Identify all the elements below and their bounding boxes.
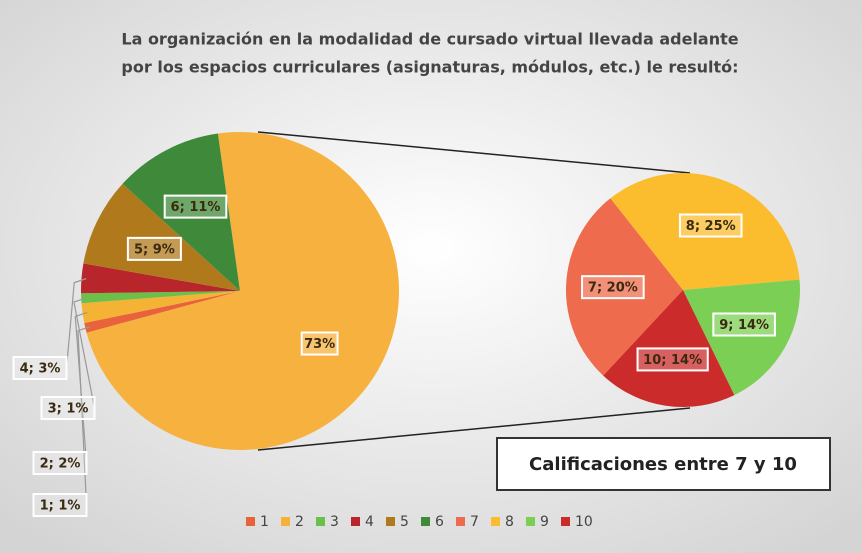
data-label: 2; 2% (40, 457, 81, 472)
data-label-box (300, 331, 339, 356)
leader-line (73, 297, 96, 409)
legend-label: 2 (295, 514, 304, 530)
legend-swatch (421, 517, 430, 526)
connector-line (257, 407, 691, 451)
chart-title: por los espacios curriculares (asignatur… (121, 58, 738, 77)
pie-slice (81, 291, 240, 304)
leader-line (65, 278, 87, 369)
data-label-box (32, 493, 88, 517)
data-label-box (678, 213, 743, 238)
data-label-box (32, 451, 88, 475)
data-label: 1; 1% (40, 499, 81, 514)
legend-swatch (561, 517, 570, 526)
pie-slice (610, 173, 800, 290)
legend-label: 10 (575, 514, 593, 530)
legend-swatch (351, 517, 360, 526)
data-label: 9; 14% (719, 318, 769, 333)
data-label-box (40, 396, 96, 420)
data-label-box (163, 194, 228, 219)
legend-swatch (526, 517, 535, 526)
legend-swatch (386, 517, 395, 526)
pie-slice (122, 133, 240, 291)
legend-label: 4 (365, 514, 374, 530)
pie-slice (84, 291, 241, 333)
chart-title: La organización en la modalidad de cursa… (121, 30, 738, 49)
data-label-box (636, 347, 709, 372)
connector-line (257, 131, 691, 174)
legend-swatch (456, 517, 465, 526)
legend-label: 3 (330, 514, 339, 530)
data-label: 3; 1% (48, 402, 89, 417)
pie-slice (566, 198, 683, 376)
annotation: Calificaciones entre 7 y 10 (529, 454, 797, 475)
data-label-box (712, 312, 776, 337)
annotation-box (496, 437, 831, 491)
pie-slice (81, 263, 240, 294)
legend-label: 7 (470, 514, 479, 530)
legend-swatch (491, 517, 500, 526)
data-label: 10; 14% (643, 353, 702, 368)
legend-label: 8 (505, 514, 514, 530)
data-label: 6; 11% (171, 200, 221, 215)
data-label-box (12, 356, 68, 380)
data-label: 4; 3% (20, 362, 61, 377)
data-label-box (126, 236, 182, 261)
leader-line (74, 311, 88, 464)
legend-label: 1 (260, 514, 269, 530)
legend-label: 9 (540, 514, 549, 530)
legend-swatch (316, 517, 325, 526)
legend-swatch (281, 517, 290, 526)
data-label: 7; 20% (588, 281, 638, 296)
pie-slice (683, 279, 801, 396)
legend-label: 5 (400, 514, 409, 530)
data-label: 5; 9% (134, 242, 175, 257)
data-label: 8; 25% (686, 219, 736, 234)
data-label: 73% (304, 337, 335, 352)
legend-label: 6 (435, 514, 444, 530)
legend-swatch (246, 517, 255, 526)
pie-slice (86, 132, 399, 450)
pie-slice (81, 291, 240, 323)
data-label-box (581, 275, 645, 300)
leader-line (77, 326, 91, 506)
